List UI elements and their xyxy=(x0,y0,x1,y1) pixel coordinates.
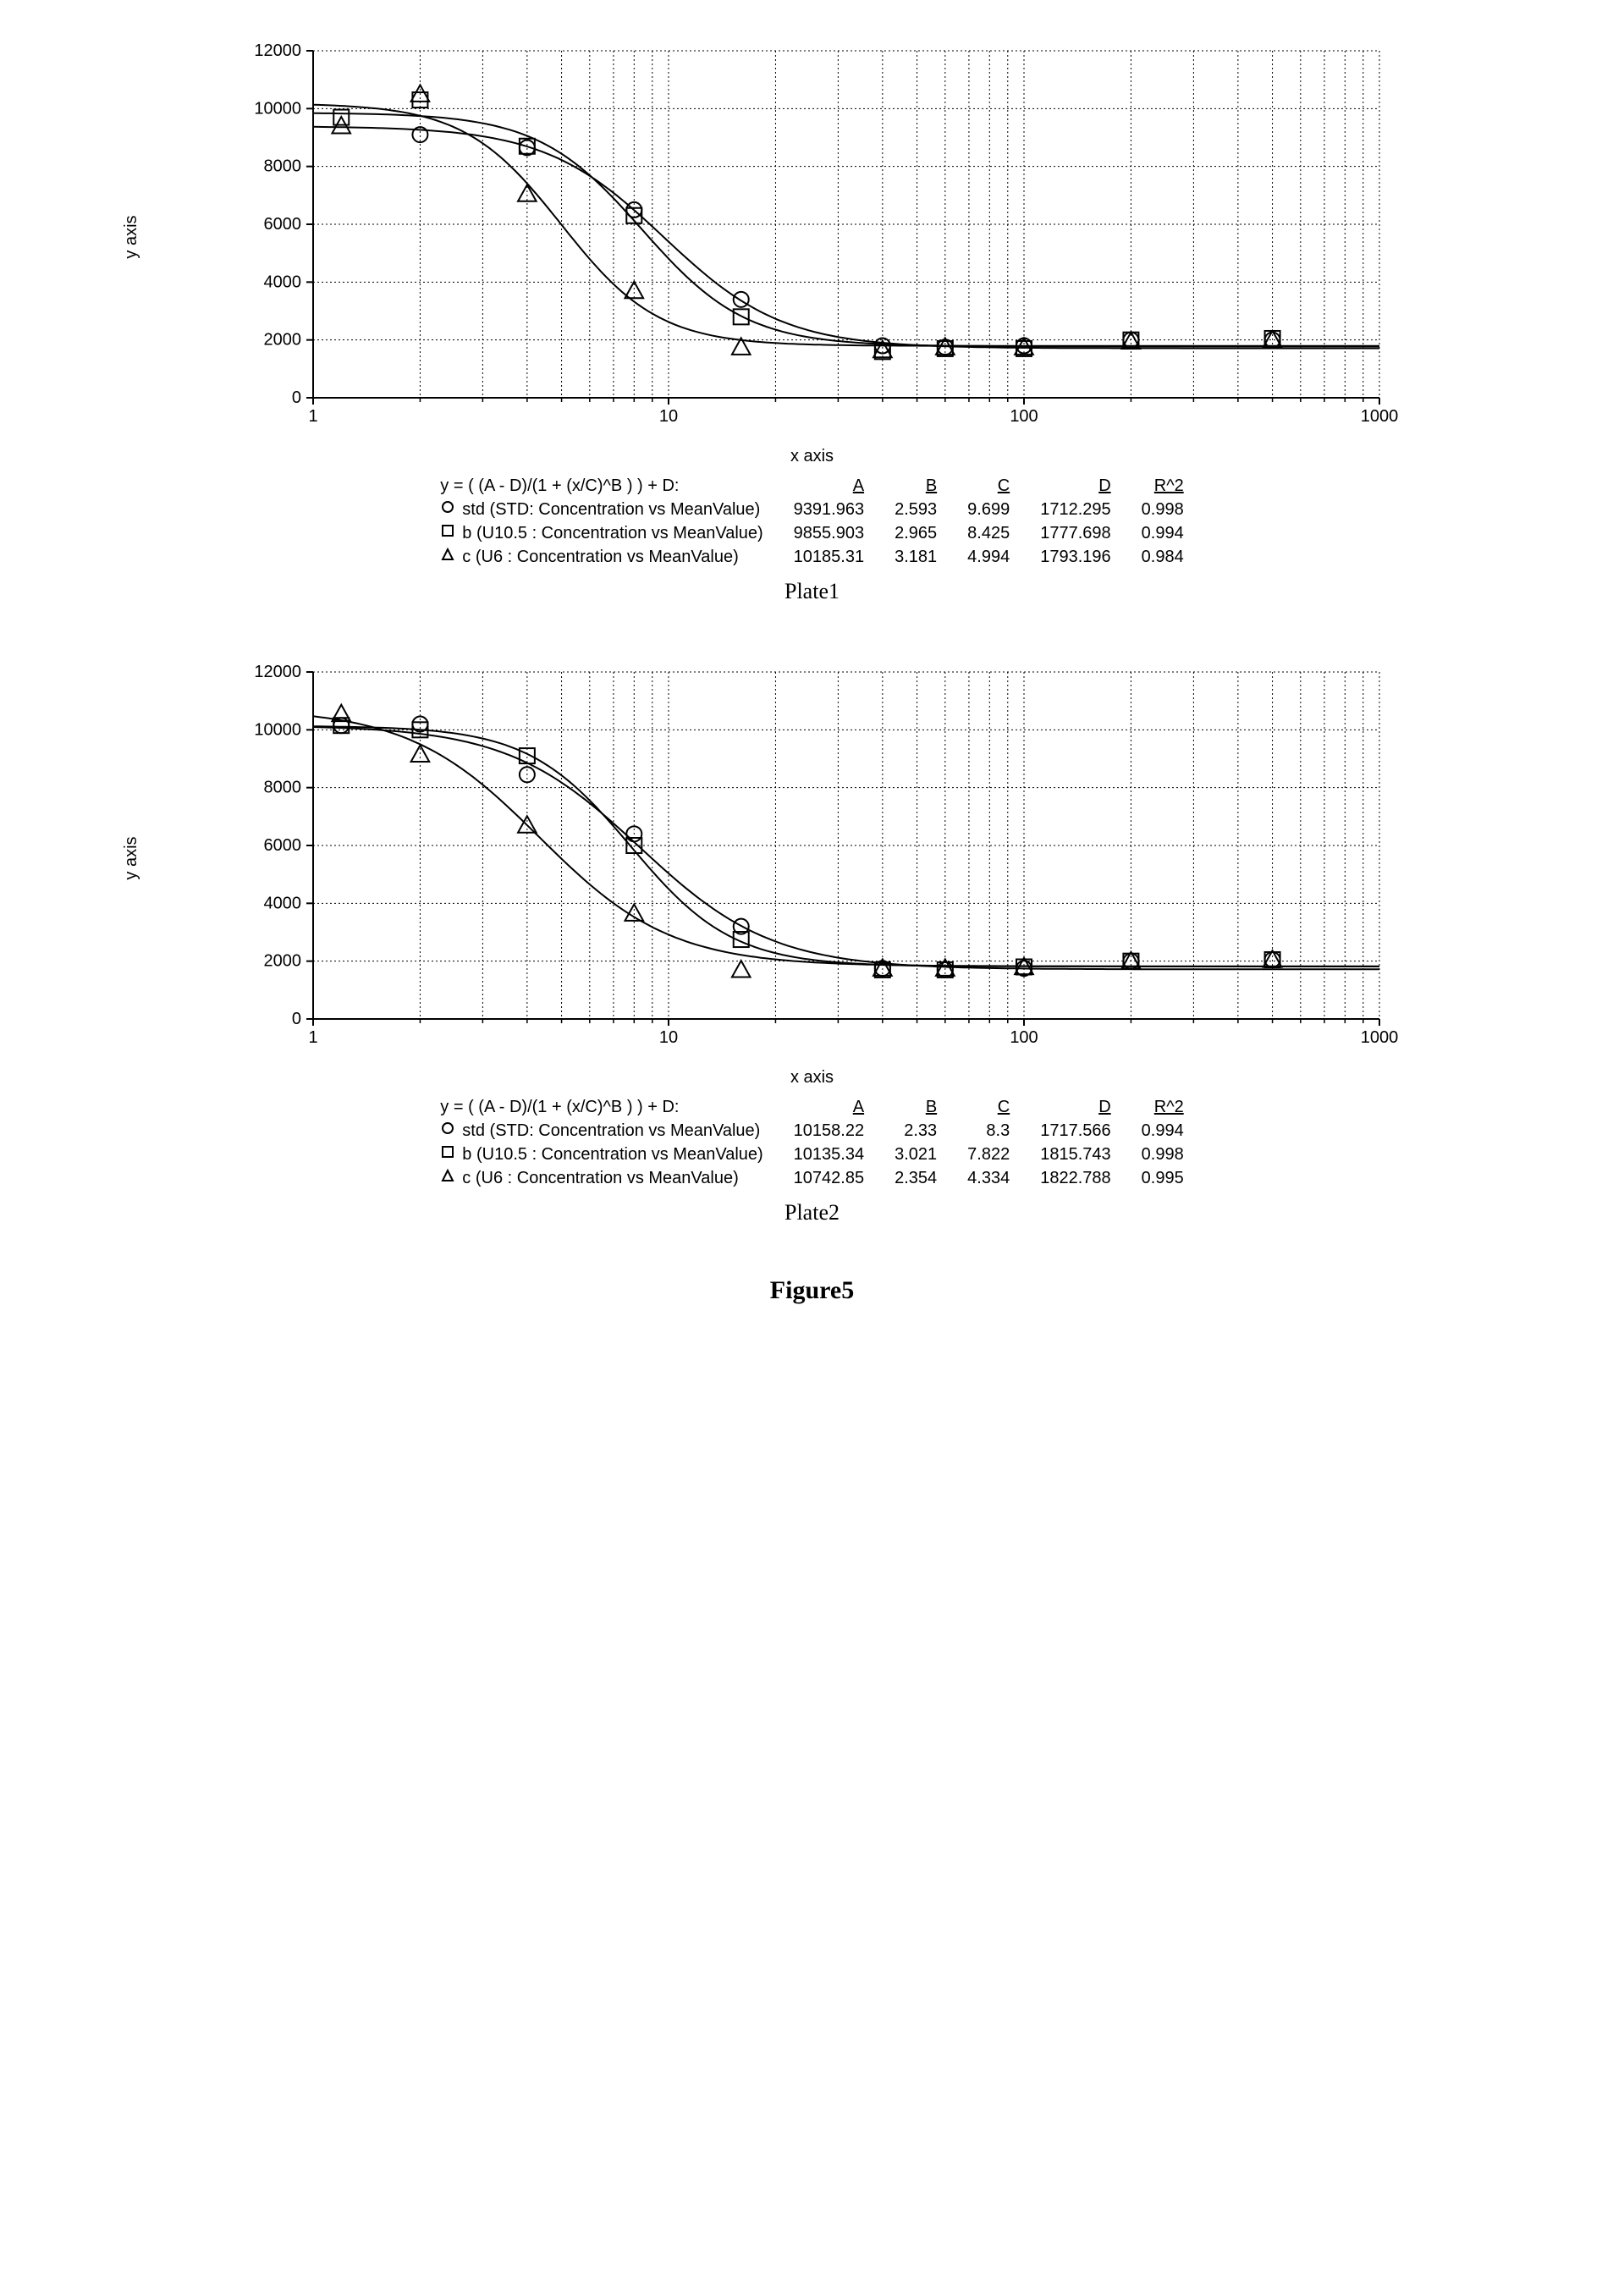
param-C: 8.425 xyxy=(952,521,1025,545)
param-D: 1822.788 xyxy=(1025,1166,1126,1190)
param-header: A xyxy=(779,1096,879,1119)
plate-title: Plate2 xyxy=(135,1200,1489,1225)
param-D: 1777.698 xyxy=(1025,521,1126,545)
figure-caption: Figure5 xyxy=(135,1276,1489,1305)
svg-text:6000: 6000 xyxy=(263,836,301,855)
plate-block: y axis 020004000600080001000012000110100… xyxy=(135,34,1489,604)
param-A: 9855.903 xyxy=(779,521,879,545)
svg-text:2000: 2000 xyxy=(263,952,301,971)
param-R2: 0.994 xyxy=(1126,1119,1199,1143)
param-R2: 0.994 xyxy=(1126,521,1199,545)
param-header: B xyxy=(879,1096,952,1119)
series-legend: b (U10.5 : Concentration vs MeanValue) xyxy=(462,524,762,543)
param-B: 2.965 xyxy=(879,521,952,545)
param-D: 1793.196 xyxy=(1025,545,1126,569)
plate-title: Plate1 xyxy=(135,579,1489,604)
param-header: A xyxy=(779,475,879,498)
svg-text:12000: 12000 xyxy=(254,663,301,681)
svg-text:2000: 2000 xyxy=(263,331,301,350)
chart: 0 2000 4000 6000 8000 10000 12000 1 10 100 1000 xyxy=(220,34,1405,440)
series-legend: std (STD: Concentration vs MeanValue) xyxy=(462,1121,760,1141)
param-A: 10185.31 xyxy=(779,545,879,569)
figure-container: y axis 020004000600080001000012000110100… xyxy=(135,34,1489,1305)
triangle-icon xyxy=(440,547,455,567)
param-D: 1815.743 xyxy=(1025,1143,1126,1166)
svg-text:4000: 4000 xyxy=(263,273,301,291)
svg-text:100: 100 xyxy=(1010,407,1038,426)
param-C: 4.994 xyxy=(952,545,1025,569)
param-header: R^2 xyxy=(1126,475,1199,498)
svg-text:10: 10 xyxy=(658,1028,677,1047)
plate-block: y axis 020004000600080001000012000110100… xyxy=(135,655,1489,1225)
param-row: b (U10.5 : Concentration vs MeanValue) 98… xyxy=(425,521,1198,545)
circle-icon xyxy=(440,499,455,520)
param-table: y = ( (A - D)/(1 + (x/C)^B ) ) + D:ABCDR… xyxy=(425,475,1198,569)
param-header: D xyxy=(1025,1096,1126,1119)
square-icon xyxy=(440,1144,455,1165)
x-axis-label: x axis xyxy=(135,1068,1489,1088)
param-B: 2.354 xyxy=(879,1166,952,1190)
svg-text:1000: 1000 xyxy=(1360,407,1398,426)
chart-wrap: y axis 020004000600080001000012000110100… xyxy=(135,655,1489,1061)
param-R2: 0.998 xyxy=(1126,498,1199,521)
y-axis-label: y axis xyxy=(122,836,141,879)
param-C: 4.334 xyxy=(952,1166,1025,1190)
param-A: 9391.963 xyxy=(779,498,879,521)
square-icon xyxy=(440,523,455,543)
param-row: std (STD: Concentration vs MeanValue) 939… xyxy=(425,498,1198,521)
param-C: 8.3 xyxy=(952,1119,1025,1143)
param-C: 7.822 xyxy=(952,1143,1025,1166)
chart: 0 2000 4000 6000 8000 10000 12000 1 10 100 1000 xyxy=(220,655,1405,1061)
param-D: 1712.295 xyxy=(1025,498,1126,521)
param-R2: 0.984 xyxy=(1126,545,1199,569)
svg-text:1000: 1000 xyxy=(1360,1028,1398,1047)
svg-text:1: 1 xyxy=(308,1028,317,1047)
param-header: B xyxy=(879,475,952,498)
series-legend: b (U10.5 : Concentration vs MeanValue) xyxy=(462,1145,762,1165)
param-header: D xyxy=(1025,475,1126,498)
param-B: 2.593 xyxy=(879,498,952,521)
series-legend: std (STD: Concentration vs MeanValue) xyxy=(462,500,760,520)
param-D: 1717.566 xyxy=(1025,1119,1126,1143)
triangle-icon xyxy=(440,1168,455,1188)
svg-text:10: 10 xyxy=(658,407,677,426)
param-R2: 0.995 xyxy=(1126,1166,1199,1190)
param-row: c (U6 : Concentration vs MeanValue) 10742… xyxy=(425,1166,1198,1190)
chart-wrap: y axis 020004000600080001000012000110100… xyxy=(135,34,1489,440)
svg-text:0: 0 xyxy=(291,388,300,407)
series-legend: c (U6 : Concentration vs MeanValue) xyxy=(462,548,738,567)
svg-text:8000: 8000 xyxy=(263,779,301,797)
svg-text:10000: 10000 xyxy=(254,720,301,739)
series-legend: c (U6 : Concentration vs MeanValue) xyxy=(462,1169,738,1188)
circle-icon xyxy=(440,1121,455,1141)
svg-text:12000: 12000 xyxy=(254,41,301,60)
param-C: 9.699 xyxy=(952,498,1025,521)
y-axis-label: y axis xyxy=(122,215,141,258)
param-A: 10158.22 xyxy=(779,1119,879,1143)
param-row: std (STD: Concentration vs MeanValue) 101… xyxy=(425,1119,1198,1143)
param-B: 3.021 xyxy=(879,1143,952,1166)
svg-text:1: 1 xyxy=(308,407,317,426)
param-R2: 0.998 xyxy=(1126,1143,1199,1166)
param-A: 10742.85 xyxy=(779,1166,879,1190)
svg-text:4000: 4000 xyxy=(263,894,301,912)
param-A: 10135.34 xyxy=(779,1143,879,1166)
param-row: b (U10.5 : Concentration vs MeanValue) 10… xyxy=(425,1143,1198,1166)
svg-text:8000: 8000 xyxy=(263,157,301,176)
param-row: c (U6 : Concentration vs MeanValue) 10185… xyxy=(425,545,1198,569)
param-header: R^2 xyxy=(1126,1096,1199,1119)
param-B: 2.33 xyxy=(879,1119,952,1143)
svg-text:6000: 6000 xyxy=(263,215,301,234)
param-header: C xyxy=(952,1096,1025,1119)
svg-text:10000: 10000 xyxy=(254,99,301,118)
param-header: C xyxy=(952,475,1025,498)
svg-text:0: 0 xyxy=(291,1010,300,1028)
formula-label: y = ( (A - D)/(1 + (x/C)^B ) ) + D: xyxy=(425,475,778,498)
svg-text:100: 100 xyxy=(1010,1028,1038,1047)
param-B: 3.181 xyxy=(879,545,952,569)
x-axis-label: x axis xyxy=(135,447,1489,466)
param-table: y = ( (A - D)/(1 + (x/C)^B ) ) + D:ABCDR… xyxy=(425,1096,1198,1190)
formula-label: y = ( (A - D)/(1 + (x/C)^B ) ) + D: xyxy=(425,1096,778,1119)
